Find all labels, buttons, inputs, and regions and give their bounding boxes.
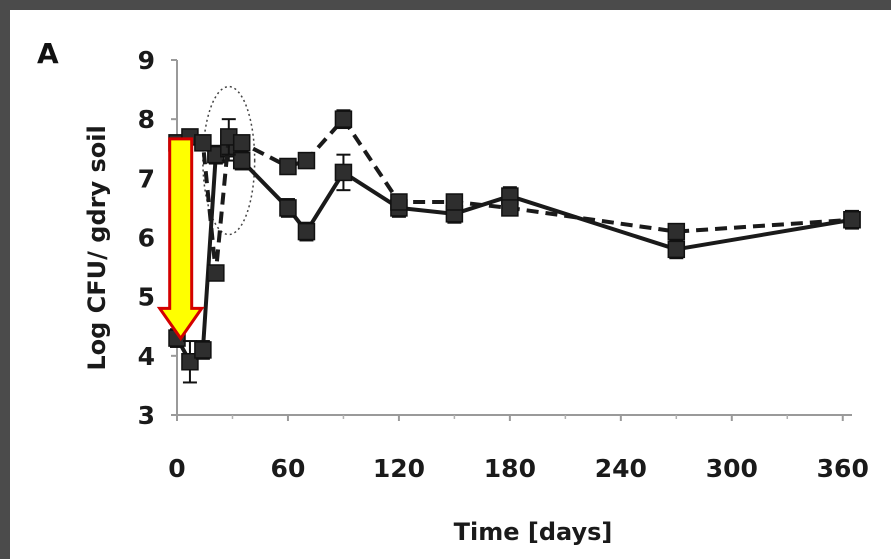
series-1-line (175, 146, 853, 364)
data-point (297, 151, 316, 170)
x-tick-label: 300 (706, 454, 758, 483)
data-point (334, 163, 353, 182)
series-2-line (176, 117, 853, 275)
x-tick-label: 240 (595, 454, 647, 483)
y-axis-title: Log CFU/ gdry soil (83, 125, 111, 370)
data-point (445, 193, 464, 211)
arrow-layer (156, 137, 205, 341)
data-point (194, 134, 212, 152)
x-axis-title: Time [days] (454, 518, 613, 546)
y-tick-label: 3 (138, 401, 155, 430)
series-layer (168, 109, 861, 384)
data-point (207, 264, 225, 282)
y-tick-label: 7 (138, 164, 155, 193)
data-point (232, 151, 251, 170)
data-point (667, 240, 686, 259)
data-point (667, 222, 686, 241)
x-tick-label: 0 (168, 454, 185, 483)
x-tick-label: 60 (271, 454, 306, 483)
y-tick-label: 6 (138, 224, 155, 253)
data-point (843, 211, 861, 229)
y-tick-label: 4 (138, 342, 155, 371)
axes: 3 4 5 6 7 8 9 0 60 120 180 240 300 360 (138, 46, 869, 483)
data-point (279, 157, 297, 176)
x-tick-label: 360 (817, 454, 869, 483)
figure-panel: A 3 4 5 6 7 8 9 0 60 120 180 240 300 360 Time [days] … (10, 10, 891, 559)
yellow-down-arrow-annotation (156, 137, 205, 341)
data-point (501, 199, 519, 217)
panel-label: A (37, 37, 59, 70)
data-point (334, 110, 353, 128)
y-tick-label: 9 (138, 46, 155, 75)
x-tick-label: 120 (373, 454, 425, 483)
y-tick-label: 8 (138, 105, 155, 134)
y-tick-label: 5 (138, 283, 155, 312)
x-tick-label: 180 (484, 454, 536, 483)
data-point (297, 222, 316, 241)
data-point (194, 341, 212, 359)
data-point (181, 353, 199, 371)
data-point (232, 134, 251, 152)
data-point (390, 193, 408, 211)
data-point (279, 199, 297, 217)
